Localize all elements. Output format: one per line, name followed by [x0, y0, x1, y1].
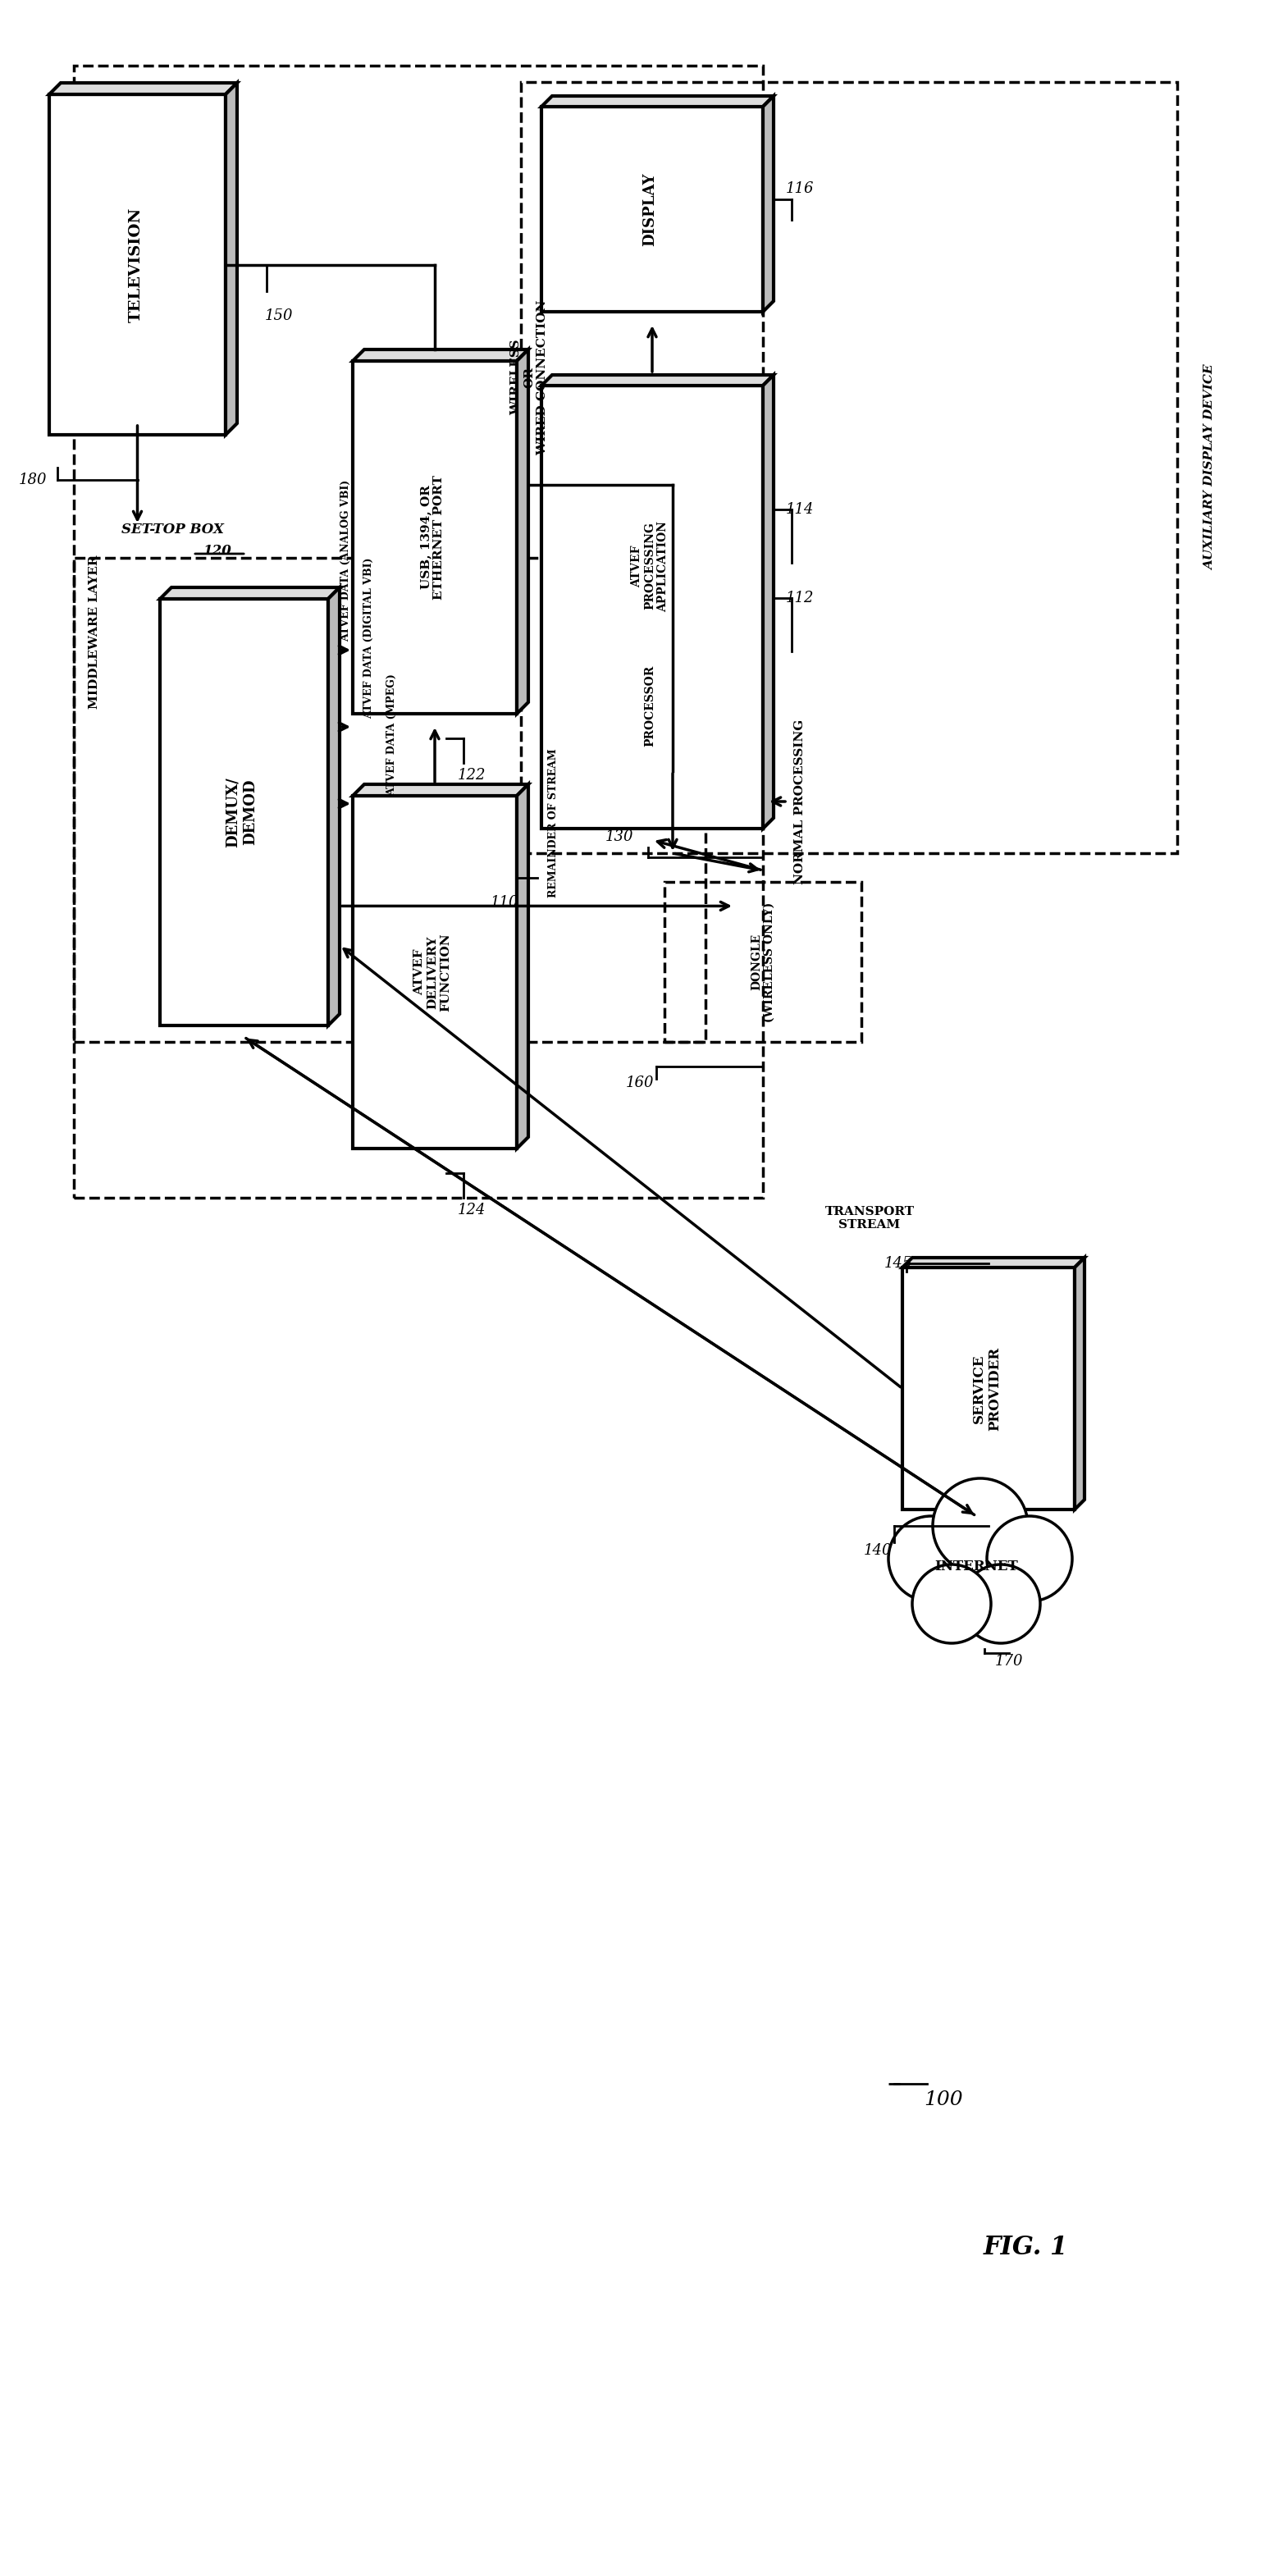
Bar — [665, 881, 861, 1041]
Text: PROCESSOR: PROCESSOR — [643, 665, 655, 747]
Text: 145: 145 — [884, 1257, 912, 1270]
Polygon shape — [763, 376, 773, 829]
Text: 140: 140 — [864, 1543, 892, 1558]
Text: TELEVISION: TELEVISION — [129, 206, 143, 322]
Polygon shape — [517, 350, 529, 714]
Bar — [353, 361, 517, 714]
Text: TRANSPORT
STREAM: TRANSPORT STREAM — [824, 1206, 915, 1231]
Circle shape — [912, 1564, 991, 1643]
Text: 170: 170 — [995, 1654, 1023, 1669]
Polygon shape — [541, 95, 773, 106]
Text: 130: 130 — [605, 829, 633, 845]
Text: 110: 110 — [490, 894, 519, 909]
Polygon shape — [763, 95, 773, 312]
Text: USB, 1394, OR
ETHERNET PORT: USB, 1394, OR ETHERNET PORT — [420, 474, 445, 600]
Text: ATVEF DATA (MPEG): ATVEF DATA (MPEG) — [387, 672, 397, 796]
Polygon shape — [902, 1257, 1084, 1267]
Text: DISPLAY: DISPLAY — [642, 173, 657, 245]
Text: 100: 100 — [924, 2092, 963, 2110]
Text: DONGLE
(WIRELESS ONLY): DONGLE (WIRELESS ONLY) — [750, 902, 776, 1023]
Polygon shape — [353, 350, 529, 361]
Text: ATVEF
DELIVERY
FUNCTION: ATVEF DELIVERY FUNCTION — [413, 933, 451, 1012]
Polygon shape — [541, 376, 773, 386]
Bar — [541, 106, 763, 312]
Text: REMAINDER OF STREAM: REMAINDER OF STREAM — [548, 750, 559, 899]
Polygon shape — [50, 82, 237, 95]
Text: 116: 116 — [786, 180, 814, 196]
Text: NORMAL PROCESSING: NORMAL PROCESSING — [794, 719, 805, 884]
Text: SERVICE
PROVIDER: SERVICE PROVIDER — [972, 1347, 1001, 1430]
Polygon shape — [353, 783, 529, 796]
Polygon shape — [517, 783, 529, 1149]
Text: 114: 114 — [786, 502, 814, 518]
Text: ATVEF
PROCESSING
APPLICATION: ATVEF PROCESSING APPLICATION — [631, 520, 669, 611]
Text: AUXILIARY DISPLAY DEVICE: AUXILIARY DISPLAY DEVICE — [1204, 366, 1215, 569]
Polygon shape — [1075, 1257, 1084, 1510]
Text: ATVEF DATA (ANALOG VBI): ATVEF DATA (ANALOG VBI) — [341, 479, 352, 641]
Text: 122: 122 — [457, 768, 485, 783]
Bar — [902, 1267, 1075, 1510]
Text: 150: 150 — [265, 309, 293, 322]
Bar — [541, 386, 763, 829]
Text: MIDDLEWARE LAYER: MIDDLEWARE LAYER — [89, 554, 101, 708]
Circle shape — [933, 1479, 1028, 1574]
Bar — [50, 95, 225, 435]
Text: INTERNET: INTERNET — [934, 1561, 1018, 1574]
Circle shape — [962, 1564, 1040, 1643]
Bar — [74, 64, 763, 1198]
Text: 112: 112 — [786, 590, 814, 605]
Text: 180: 180 — [19, 471, 47, 487]
Text: 160: 160 — [626, 1077, 654, 1090]
Circle shape — [987, 1517, 1073, 1602]
Polygon shape — [329, 587, 340, 1025]
Text: 124: 124 — [457, 1203, 485, 1218]
Bar — [521, 82, 1177, 853]
Circle shape — [888, 1517, 973, 1602]
Bar — [353, 796, 517, 1149]
Bar — [74, 559, 706, 1041]
Text: ATVEF DATA (DIGITAL VBI): ATVEF DATA (DIGITAL VBI) — [364, 556, 375, 719]
Bar — [161, 598, 329, 1025]
Polygon shape — [225, 82, 237, 435]
Text: WIRELESS
OR
WIRED CONNECTION: WIRELESS OR WIRED CONNECTION — [510, 299, 548, 456]
Text: DEMUX/
DEMOD: DEMUX/ DEMOD — [225, 778, 257, 848]
Text: 120: 120 — [203, 544, 232, 559]
Text: SET-TOP BOX: SET-TOP BOX — [121, 523, 223, 536]
Text: FIG. 1: FIG. 1 — [984, 2236, 1068, 2262]
Polygon shape — [161, 587, 340, 598]
